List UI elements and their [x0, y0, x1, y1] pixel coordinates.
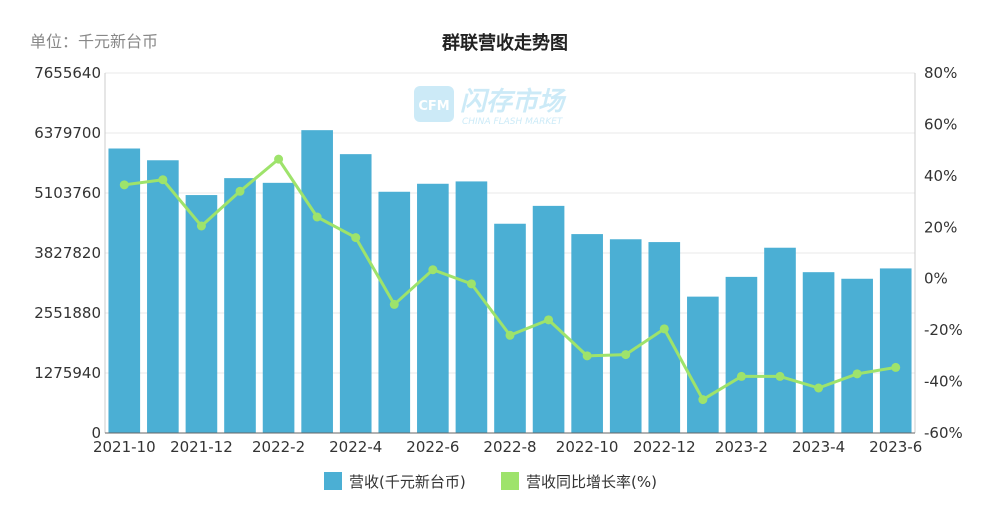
x-tick-label: 2022-6	[406, 438, 459, 456]
growth-point[interactable]	[736, 371, 746, 381]
y-right-tick-label: 40%	[924, 167, 957, 185]
growth-point[interactable]	[119, 180, 129, 190]
revenue-bar[interactable]	[494, 223, 526, 433]
y-right-tick-label: 60%	[924, 115, 957, 133]
growth-point[interactable]	[621, 350, 631, 360]
revenue-bar[interactable]	[301, 130, 333, 434]
growth-point[interactable]	[582, 351, 592, 361]
revenue-bar[interactable]	[378, 191, 411, 433]
revenue-bar[interactable]	[725, 276, 758, 433]
x-tick-label: 2022-2	[252, 438, 305, 456]
x-tick-label: 2021-10	[93, 438, 156, 456]
legend: 营收(千元新台币) 营收同比增长率(%)	[324, 472, 657, 491]
growth-point[interactable]	[775, 371, 785, 381]
growth-point[interactable]	[158, 175, 168, 185]
y-right-tick-label: -60%	[924, 424, 963, 442]
revenue-bar[interactable]	[802, 272, 835, 433]
x-axis: 2021-10 2021-12 2022-2 2022-4 2022-6 2022-8 20…	[93, 432, 922, 456]
growth-point[interactable]	[235, 186, 245, 196]
x-tick-label: 2021-12	[170, 438, 233, 456]
growth-point[interactable]	[196, 221, 206, 231]
y-axis-left: 0 1275940 2551880 3827820 5103760 6379700 7655…	[34, 64, 106, 442]
growth-point[interactable]	[312, 212, 322, 222]
y-left-tick-label: 1275940	[34, 364, 101, 382]
y-right-tick-label: 0%	[924, 270, 948, 288]
y-right-tick-label: 20%	[924, 218, 957, 236]
growth-point[interactable]	[852, 369, 862, 379]
growth-point[interactable]	[659, 324, 669, 334]
growth-point[interactable]	[389, 299, 399, 309]
revenue-bar[interactable]	[185, 195, 218, 433]
watermark-name: 闪存市场	[460, 87, 567, 117]
x-tick-label: 2022-12	[633, 438, 696, 456]
x-tick-label: 2022-10	[556, 438, 619, 456]
revenue-bars	[108, 130, 912, 434]
growth-point[interactable]	[505, 330, 515, 340]
revenue-bar[interactable]	[224, 178, 256, 433]
revenue-bar[interactable]	[262, 182, 295, 433]
growth-point[interactable]	[544, 315, 554, 325]
growth-point[interactable]	[274, 154, 284, 164]
y-left-tick-label: 0	[91, 424, 101, 442]
x-tick-label: 2023-4	[792, 438, 845, 456]
y-axis-right: -60% -40% -20% 0% 20% 40% 60% 80%	[914, 64, 963, 442]
unit-label: 单位：千元新台币	[30, 32, 159, 51]
revenue-bar[interactable]	[687, 296, 719, 433]
y-right-tick-label: -40%	[924, 373, 963, 391]
watermark-logo-icon	[414, 86, 454, 122]
x-tick-label: 2022-4	[329, 438, 382, 456]
y-right-tick-label: -20%	[924, 321, 963, 339]
y-left-tick-label: 2551880	[34, 304, 101, 322]
chart-title: 群联营收走势图	[442, 32, 568, 54]
y-left-tick-label: 5103760	[34, 184, 101, 202]
legend-growth-swatch[interactable]	[501, 472, 519, 490]
x-tick-label: 2023-2	[715, 438, 768, 456]
revenue-bar[interactable]	[417, 183, 449, 433]
revenue-bar[interactable]	[455, 181, 488, 433]
growth-point[interactable]	[466, 279, 476, 289]
growth-point[interactable]	[351, 233, 361, 243]
growth-line	[119, 154, 901, 405]
revenue-bar[interactable]	[879, 268, 912, 433]
legend-revenue-label[interactable]: 营收(千元新台币)	[349, 473, 466, 491]
revenue-bar[interactable]	[339, 154, 372, 433]
y-left-tick-label: 7655640	[34, 64, 101, 82]
y-left-tick-label: 3827820	[34, 244, 101, 262]
revenue-bar[interactable]	[841, 278, 873, 433]
watermark-subtitle: CHINA FLASH MARKET	[462, 117, 564, 127]
x-tick-label: 2022-8	[483, 438, 536, 456]
revenue-bar[interactable]	[571, 234, 603, 433]
watermark: CFM 闪存市场 CHINA FLASH MARKET	[414, 86, 567, 127]
x-tick-label: 2023-6	[869, 438, 922, 456]
watermark-badge: CFM	[418, 99, 449, 114]
y-left-tick-label: 6379700	[34, 124, 101, 142]
y-right-tick-label: 80%	[924, 64, 957, 82]
growth-point[interactable]	[698, 395, 708, 405]
legend-revenue-swatch[interactable]	[324, 472, 342, 490]
revenue-bar[interactable]	[609, 239, 642, 433]
growth-point[interactable]	[891, 362, 901, 372]
legend-growth-label[interactable]: 营收同比增长率(%)	[526, 473, 657, 491]
growth-point[interactable]	[428, 265, 438, 275]
revenue-bar[interactable]	[147, 160, 179, 434]
growth-point[interactable]	[814, 383, 824, 393]
revenue-bar[interactable]	[764, 247, 796, 433]
revenue-bar[interactable]	[108, 148, 141, 434]
